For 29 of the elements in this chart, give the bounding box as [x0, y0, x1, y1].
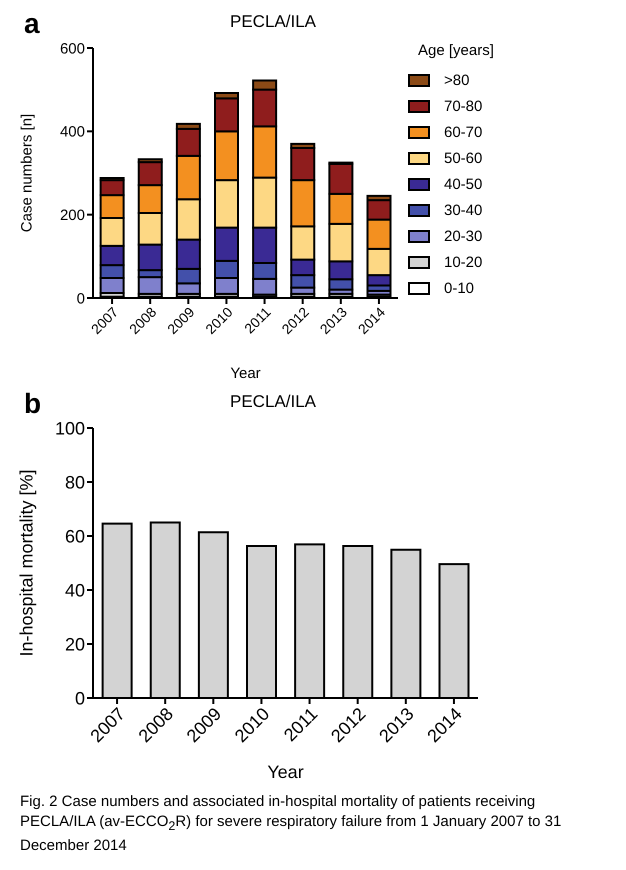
y-tick-label: 100 [54, 418, 85, 438]
y-tick-label: 0 [74, 688, 85, 708]
legend-label: 10-20 [444, 254, 482, 270]
legend-title: Age [years] [418, 42, 494, 59]
x-axis-title: Year [267, 762, 304, 782]
legend-label: 0-10 [444, 280, 474, 296]
y-tick-label: 200 [60, 206, 85, 224]
legend-label: 30-40 [444, 202, 482, 218]
text: b [24, 388, 42, 420]
chart-title: PECLA/ILA [229, 12, 317, 32]
y-tick-label: 20 [64, 634, 85, 654]
y-tick-label: 80 [64, 472, 85, 492]
y-tick-label: 60 [64, 526, 85, 546]
legend-label: >80 [444, 72, 470, 88]
legend-label: 50-60 [444, 150, 482, 166]
legend-label: 20-30 [444, 228, 482, 244]
chart-title: PECLA/ILA [229, 392, 317, 412]
legend-label: 40-50 [444, 176, 482, 192]
text: Fig. 2 Case numbers and associated in-hospital mortality of patients receiving PECLA/ILA (av-ECCO$_{2}$R) for severe respiratory failure from 1 January 2007 to 31 December 2014 [20, 793, 562, 854]
legend-label: 60-70 [444, 124, 482, 140]
y-tick-label: 40 [64, 580, 85, 600]
x-axis-title: Year [230, 365, 261, 382]
text: a [24, 8, 40, 40]
y-axis-title: Case numbers [n] [18, 114, 36, 232]
y-axis-title: In-hospital mortality [%] [16, 469, 36, 657]
y-tick-label: 600 [60, 40, 85, 58]
y-tick-label: 0 [76, 290, 85, 308]
legend-label: 70-80 [444, 98, 482, 114]
y-tick-label: 400 [60, 124, 85, 141]
